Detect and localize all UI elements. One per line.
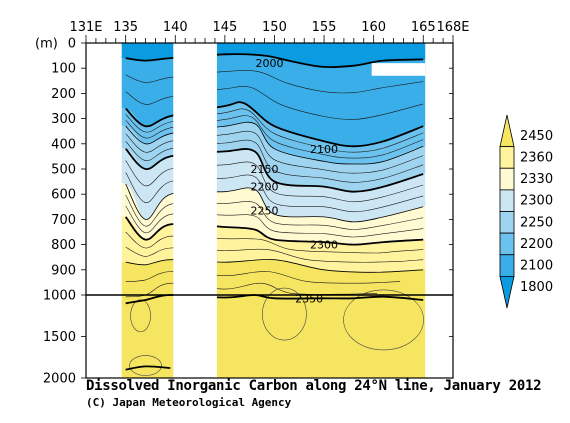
no-data-band-2 bbox=[173, 43, 217, 378]
credit-line: (C) Japan Meteorological Agency bbox=[86, 396, 292, 409]
depth-label-1000: 1000 bbox=[43, 289, 76, 304]
contour-2000-1 bbox=[125, 53, 424, 69]
minor-contour-11 bbox=[125, 231, 424, 254]
minor-contour-12 bbox=[125, 246, 424, 263]
contour-label-2150: 2150 bbox=[251, 163, 279, 176]
lon-label-145: 145 bbox=[212, 20, 237, 35]
colorbar-segment-top bbox=[499, 114, 515, 148]
minor-contour-1 bbox=[125, 70, 424, 94]
minor-contour-8 bbox=[125, 172, 424, 213]
lon-label-160: 160 bbox=[361, 20, 386, 35]
figure-caption: Dissolved Inorganic Carbon along 24°N li… bbox=[86, 378, 542, 394]
colorbar-segment bbox=[499, 167, 515, 191]
contour-2200-4 bbox=[125, 148, 424, 193]
colorbar-segment bbox=[499, 211, 515, 234]
colorbar-segment bbox=[499, 146, 515, 169]
colorbar: 2450 2360 2330 2300 2250 2200 2100 1800 bbox=[499, 114, 553, 309]
lon-label-135: 135 bbox=[113, 20, 138, 35]
contour-2330-7 bbox=[125, 259, 424, 273]
plot-area: 2000 2100 2150 2200 2250 2300 2350 bbox=[86, 43, 453, 378]
minor-contour-3 bbox=[125, 108, 424, 153]
colorbar-label-2250: 2250 bbox=[520, 215, 553, 230]
missing-data-patch bbox=[371, 63, 426, 76]
contour-2150-3 bbox=[125, 121, 424, 165]
minor-contour-10 bbox=[125, 205, 424, 238]
colorbar-segment-bottom bbox=[499, 275, 515, 309]
contour-label-2200: 2200 bbox=[251, 181, 279, 194]
lon-label-155: 155 bbox=[312, 20, 337, 35]
depth-label-600: 600 bbox=[51, 188, 76, 203]
colorbar-label-2300: 2300 bbox=[520, 194, 553, 209]
no-data-masks bbox=[86, 43, 453, 378]
lon-label-140: 140 bbox=[163, 20, 188, 35]
contour-label-2300: 2300 bbox=[310, 239, 338, 252]
depth-label-800: 800 bbox=[51, 238, 76, 253]
minor-contour-13 bbox=[125, 271, 401, 284]
minor-contour-4 bbox=[125, 115, 424, 159]
colorbar-segment bbox=[499, 232, 515, 256]
contour-label-2350: 2350 bbox=[295, 292, 323, 305]
colorbar-label-2100: 2100 bbox=[520, 259, 553, 274]
contour-2350-8 bbox=[125, 294, 424, 305]
depth-label-400: 400 bbox=[51, 137, 76, 152]
colorbar-segment bbox=[499, 189, 515, 212]
contour-lines bbox=[124, 53, 424, 371]
depth-unit-label: (m) bbox=[35, 37, 58, 52]
colorbar-segment bbox=[499, 254, 515, 277]
depth-label-2000: 2000 bbox=[43, 372, 76, 387]
high-dic-patch-2 bbox=[343, 289, 424, 351]
minor-contour-7 bbox=[125, 160, 424, 203]
contour-label-2250: 2250 bbox=[251, 205, 279, 218]
high-dic-patch-1 bbox=[262, 287, 307, 341]
depth-label-200: 200 bbox=[51, 87, 76, 102]
minor-contour-6 bbox=[125, 139, 424, 183]
depth-label-500: 500 bbox=[51, 163, 76, 178]
depth-axis: 0 100 200 300 400 500 600 700 800 900 1000 1500 2000… bbox=[35, 37, 453, 387]
contour-2250-5 bbox=[125, 183, 424, 223]
contour-label-2100: 2100 bbox=[310, 143, 338, 156]
depth-label-100: 100 bbox=[51, 62, 76, 77]
depth-label-700: 700 bbox=[51, 213, 76, 228]
no-data-band-1 bbox=[86, 43, 122, 378]
lon-label-168E: 168E bbox=[436, 20, 469, 35]
depth-label-1500: 1500 bbox=[43, 330, 76, 345]
contour-2300-6 bbox=[124, 216, 424, 246]
contour-2350-9 bbox=[125, 365, 171, 371]
minor-contour-9 bbox=[125, 194, 424, 230]
contour-2100-2 bbox=[125, 101, 424, 148]
colorbar-label-2330: 2330 bbox=[520, 172, 553, 187]
lon-label-131E: 131E bbox=[69, 20, 102, 35]
lon-label-165: 165 bbox=[411, 20, 436, 35]
depth-label-900: 900 bbox=[51, 263, 76, 278]
longitude-axis: 131E 135 140 145 150 155 160 165 168E bbox=[69, 20, 470, 43]
high-dic-patch-3 bbox=[130, 299, 151, 333]
plot-frame bbox=[85, 42, 454, 379]
contour-label-2000: 2000 bbox=[256, 57, 284, 70]
colorbar-label-1800: 1800 bbox=[520, 280, 553, 295]
colorbar-label-2450: 2450 bbox=[520, 129, 553, 144]
depth-label-300: 300 bbox=[51, 112, 76, 127]
minor-contour-5 bbox=[125, 130, 424, 174]
minor-contour-2 bbox=[125, 86, 424, 120]
colorbar-label-2200: 2200 bbox=[520, 237, 553, 252]
depth-label-0: 0 bbox=[68, 37, 76, 52]
no-data-band-3 bbox=[425, 43, 453, 378]
lon-label-150: 150 bbox=[262, 20, 287, 35]
minor-contour-14 bbox=[125, 282, 378, 298]
colorbar-label-2360: 2360 bbox=[520, 150, 553, 165]
